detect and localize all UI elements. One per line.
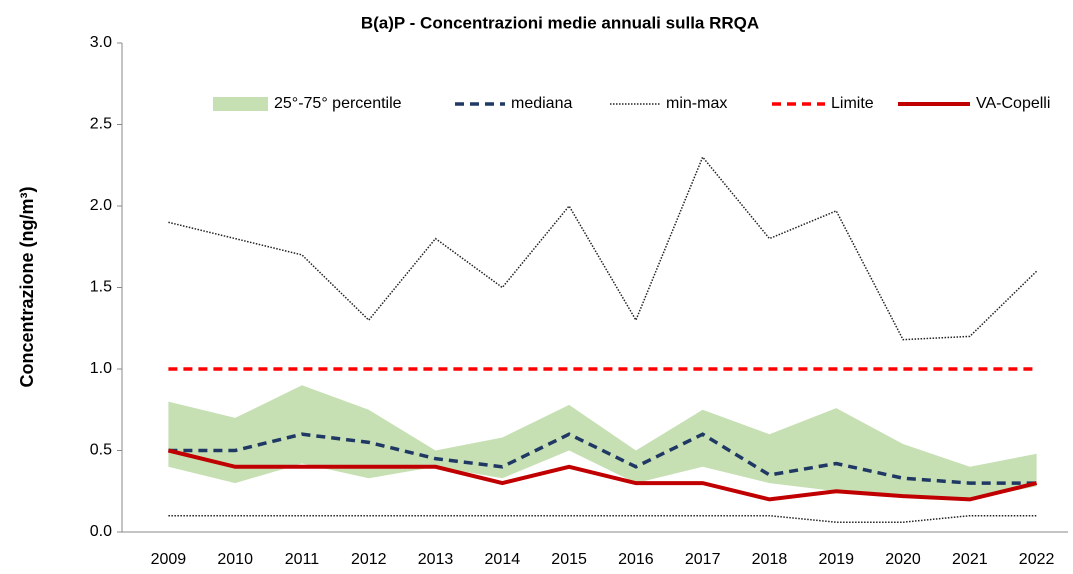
line-values bbox=[167, 448, 1038, 502]
y-tick-label: 0.5 bbox=[90, 442, 112, 459]
chart-title: B(a)P - Concentrazioni medie annuali sul… bbox=[361, 13, 759, 32]
y-tick-label: 2.5 bbox=[90, 116, 112, 133]
x-tick-label: 2013 bbox=[418, 551, 454, 568]
y-tick-label: 1.5 bbox=[90, 279, 112, 296]
y-tick-label: 3.0 bbox=[90, 34, 112, 51]
x-tick-label: 2017 bbox=[685, 551, 721, 568]
legend-label: Limite bbox=[831, 95, 874, 112]
line-values bbox=[168, 432, 1037, 485]
y-tick-label: 2.0 bbox=[90, 197, 112, 214]
y-tick-label: 1.0 bbox=[90, 360, 112, 377]
x-tick-label: 2009 bbox=[151, 551, 187, 568]
y-tick-label: 0.0 bbox=[90, 523, 112, 540]
y-axis-label: Concentrazione (ng/m³) bbox=[17, 186, 37, 387]
x-tick-label: 2012 bbox=[351, 551, 387, 568]
x-tick-label: 2022 bbox=[1019, 551, 1055, 568]
legend-swatch bbox=[213, 97, 268, 111]
legend-label: min-max bbox=[666, 95, 727, 112]
x-tick-label: 2011 bbox=[285, 551, 320, 568]
x-tick-label: 2020 bbox=[885, 551, 921, 568]
line-low bbox=[168, 514, 1037, 523]
percentile-band bbox=[168, 385, 1037, 500]
legend-label: 25°-75° percentile bbox=[274, 95, 402, 112]
x-tick-label: 2016 bbox=[618, 551, 654, 568]
x-tick-label: 2019 bbox=[818, 551, 854, 568]
x-tick-label: 2021 bbox=[952, 551, 988, 568]
line-high bbox=[168, 155, 1038, 341]
x-tick-label: 2014 bbox=[485, 551, 521, 568]
legend-label: VA-Copelli bbox=[976, 95, 1050, 112]
legend-label: mediana bbox=[511, 95, 572, 112]
x-tick-label: 2010 bbox=[217, 551, 253, 568]
x-tick-label: 2015 bbox=[551, 551, 587, 568]
x-tick-label: 2018 bbox=[752, 551, 788, 568]
